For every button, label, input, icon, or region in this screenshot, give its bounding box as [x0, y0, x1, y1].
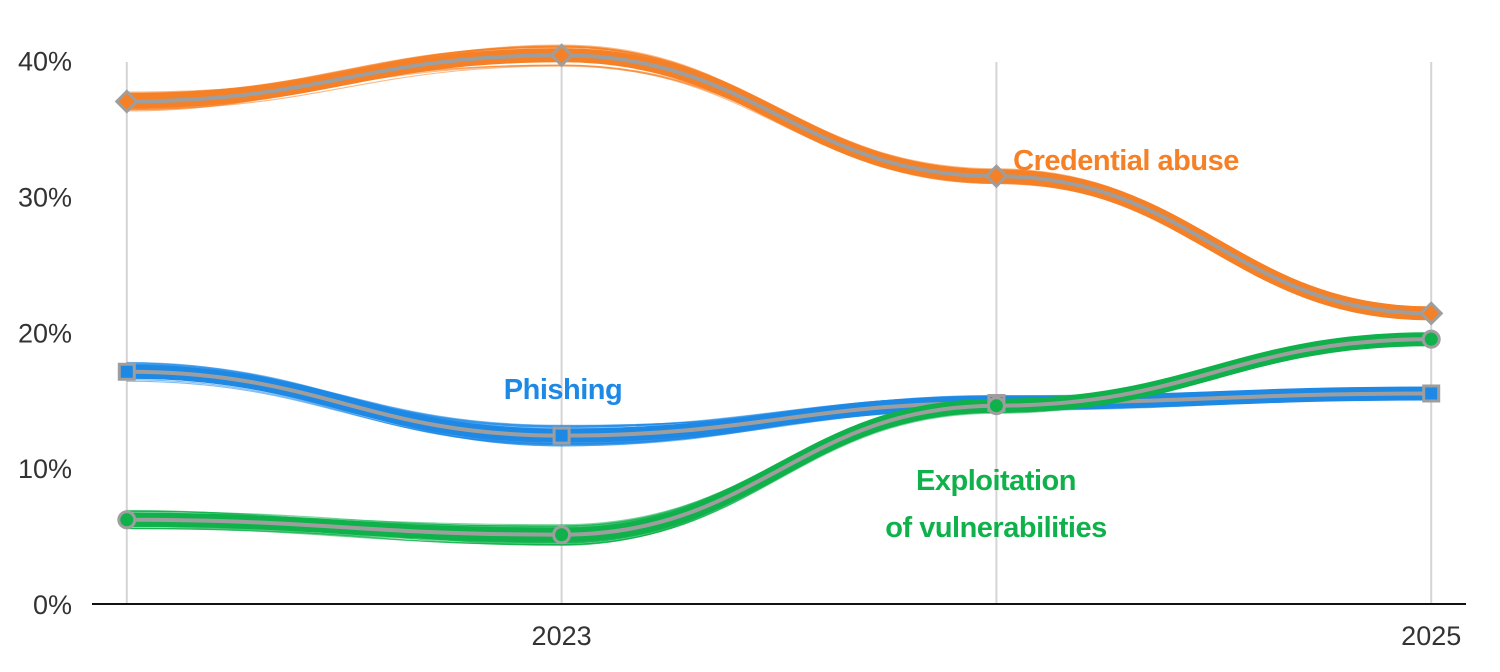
band-strand	[126, 65, 1432, 317]
band-strand	[126, 64, 1432, 316]
marker-exploitation-of-vulnerabilities-2022	[117, 510, 137, 530]
band-strand	[126, 53, 1432, 313]
marker-phishing-2025	[1422, 384, 1441, 403]
y-tick-label: 20%	[18, 318, 72, 348]
band-strand	[126, 59, 1432, 317]
band-strand	[126, 59, 1432, 314]
band-strand	[126, 64, 1432, 315]
band-strand	[126, 371, 1432, 445]
band-strand	[126, 54, 1432, 317]
band-strand	[126, 56, 1432, 319]
marker-exploitation-of-vulnerabilities-2023	[552, 525, 572, 545]
series-lines	[119, 48, 1439, 542]
x-tick-label: 2023	[532, 621, 592, 651]
band-strand	[126, 54, 1432, 317]
band-strand	[126, 64, 1432, 310]
x-tick-label: 2025	[1401, 621, 1461, 651]
band-strand	[126, 56, 1432, 312]
marker-phishing-2022	[117, 362, 136, 381]
band-strand	[126, 55, 1432, 313]
band-strand	[126, 56, 1432, 315]
band-strand	[126, 60, 1432, 314]
marker-credential-abuse-2022	[114, 89, 139, 114]
series-core-phishing	[119, 364, 1439, 443]
marker-exploitation-of-vulnerabilities-2024	[986, 396, 1006, 416]
band-strand	[126, 59, 1432, 315]
band-strand	[126, 373, 1432, 443]
marker-phishing-2023	[552, 426, 571, 445]
band-strand	[126, 372, 1432, 446]
band-strand	[126, 372, 1432, 444]
band-strand	[126, 54, 1432, 312]
band-strand	[126, 54, 1432, 310]
series-label-credential-abuse: Credential abuse	[1013, 145, 1239, 177]
band-strand	[126, 376, 1432, 442]
series-label-exploitation-line2: of vulnerabilities	[885, 512, 1106, 544]
series-line-phishing	[124, 369, 1434, 438]
series-label-exploitation-line1: Exploitation	[916, 465, 1076, 497]
band-strand	[126, 53, 1432, 313]
band-strand	[126, 54, 1432, 312]
y-tick-label: 30%	[18, 183, 72, 213]
band-strand	[126, 60, 1432, 310]
series-line-credential-abuse	[124, 53, 1434, 316]
band-strand	[126, 376, 1432, 441]
band-strand	[126, 373, 1432, 446]
band-strand	[126, 60, 1432, 312]
marker-credential-abuse-2023	[549, 43, 574, 68]
y-tick-label: 0%	[33, 590, 72, 620]
band-strand	[126, 57, 1432, 317]
band-strand	[126, 58, 1432, 316]
series-core-credential-abuse	[119, 48, 1439, 321]
y-axis-ticks: 0% 10% 20% 30% 40%	[18, 47, 72, 620]
series-line-exploitation-of-vulnerabilities	[124, 337, 1434, 537]
band-strand	[126, 50, 1432, 314]
band-strand	[126, 60, 1432, 318]
band-strand	[126, 58, 1432, 317]
band-strand	[126, 54, 1432, 318]
series-label-phishing: Phishing	[504, 374, 622, 406]
marker-exploitation-of-vulnerabilities-2025	[1421, 329, 1441, 349]
y-tick-label: 40%	[18, 47, 72, 77]
marker-credential-abuse-2024	[984, 164, 1009, 189]
series-markers	[114, 43, 1444, 545]
y-tick-label: 10%	[18, 454, 72, 484]
x-axis-ticks: 2023 2025	[532, 621, 1462, 651]
marker-credential-abuse-2025	[1419, 301, 1444, 326]
